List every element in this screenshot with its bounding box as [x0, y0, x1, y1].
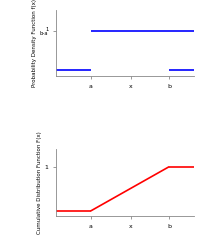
Y-axis label: Probability Density Function f(x): Probability Density Function f(x)	[32, 0, 37, 87]
Y-axis label: Cumulative Distribution Function F(x): Cumulative Distribution Function F(x)	[37, 131, 42, 234]
